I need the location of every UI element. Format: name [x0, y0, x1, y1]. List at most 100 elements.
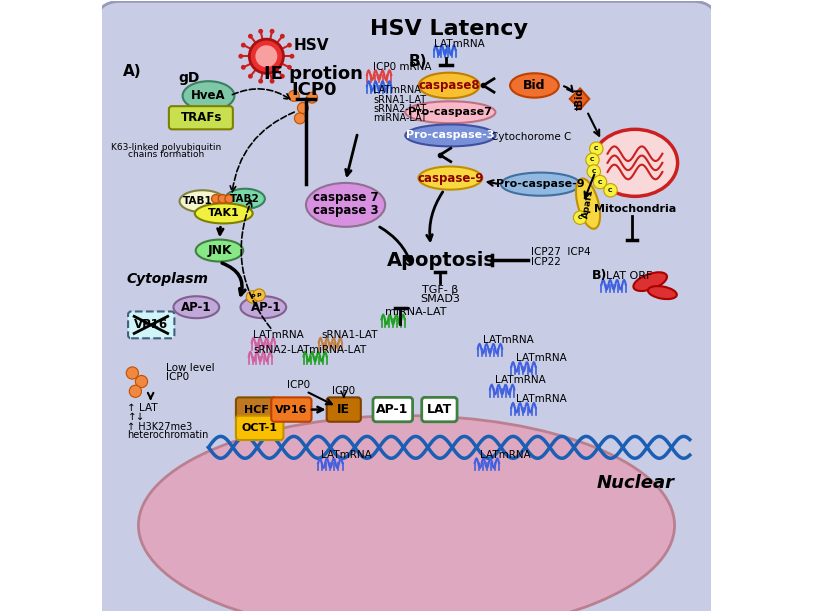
- Text: HSV Latency: HSV Latency: [370, 19, 528, 39]
- Text: LATmRNA: LATmRNA: [480, 450, 530, 460]
- Text: caspase 3: caspase 3: [313, 204, 378, 217]
- Text: VP16: VP16: [134, 318, 168, 331]
- Text: miRNA-LAT: miRNA-LAT: [385, 307, 446, 317]
- Text: Apoptosis: Apoptosis: [388, 251, 496, 270]
- Text: LATmRNA: LATmRNA: [253, 330, 304, 340]
- Text: chains formation: chains formation: [128, 151, 204, 159]
- Text: ↑ LAT: ↑ LAT: [128, 403, 158, 413]
- Text: gD: gD: [178, 70, 199, 84]
- FancyBboxPatch shape: [128, 312, 174, 338]
- Text: caspase 7: caspase 7: [313, 191, 378, 204]
- Polygon shape: [570, 89, 589, 109]
- Ellipse shape: [406, 102, 495, 123]
- Text: C: C: [608, 188, 613, 193]
- Text: Low level: Low level: [166, 363, 215, 373]
- Text: Pro-caspase-9: Pro-caspase-9: [496, 179, 585, 189]
- Text: Cytochorome C: Cytochorome C: [490, 132, 571, 141]
- Text: ICP0 mRNA: ICP0 mRNA: [373, 62, 432, 72]
- Circle shape: [289, 54, 294, 59]
- Text: A): A): [124, 64, 141, 79]
- Circle shape: [587, 165, 601, 178]
- Text: miRNA-LAT: miRNA-LAT: [309, 345, 367, 355]
- Ellipse shape: [241, 296, 286, 318]
- Text: Pro-caspase-3: Pro-caspase-3: [406, 130, 494, 140]
- Text: sRNA1-LAT: sRNA1-LAT: [373, 95, 426, 105]
- Circle shape: [218, 195, 227, 203]
- Ellipse shape: [173, 296, 220, 318]
- Circle shape: [586, 153, 599, 166]
- Text: HCF: HCF: [244, 405, 269, 414]
- Text: caspase8: caspase8: [419, 79, 480, 92]
- Text: IE: IE: [337, 403, 350, 416]
- Text: LATmRNA: LATmRNA: [495, 375, 546, 386]
- Text: AP-1: AP-1: [376, 403, 409, 416]
- Text: ICP0: ICP0: [291, 81, 337, 99]
- Text: K63-linked polyubiquitin: K63-linked polyubiquitin: [111, 143, 221, 152]
- Text: ICP0: ICP0: [333, 386, 355, 397]
- Circle shape: [259, 29, 263, 34]
- Circle shape: [248, 34, 253, 39]
- FancyBboxPatch shape: [169, 106, 233, 129]
- Text: HSV: HSV: [293, 38, 329, 53]
- Text: C: C: [578, 215, 582, 220]
- Text: TAK1: TAK1: [208, 209, 240, 218]
- Ellipse shape: [196, 239, 243, 261]
- Ellipse shape: [576, 179, 600, 229]
- Ellipse shape: [183, 81, 234, 110]
- Circle shape: [289, 91, 299, 102]
- Text: C: C: [598, 179, 602, 185]
- Text: IE protion: IE protion: [264, 65, 363, 83]
- Circle shape: [129, 385, 141, 397]
- Text: B): B): [408, 54, 427, 69]
- Circle shape: [280, 34, 285, 39]
- Text: TAB1: TAB1: [183, 196, 213, 206]
- Text: LAT: LAT: [427, 403, 452, 416]
- Circle shape: [255, 45, 277, 67]
- Text: AP-1: AP-1: [251, 300, 281, 314]
- Text: Cytoplasm: Cytoplasm: [126, 272, 208, 286]
- Circle shape: [593, 176, 606, 188]
- FancyBboxPatch shape: [96, 1, 717, 612]
- FancyBboxPatch shape: [373, 397, 412, 422]
- Circle shape: [126, 367, 138, 379]
- Circle shape: [604, 184, 617, 197]
- Text: ↑↓: ↑↓: [128, 412, 145, 422]
- Ellipse shape: [510, 73, 559, 98]
- Ellipse shape: [306, 183, 385, 227]
- Text: LATmRNA: LATmRNA: [483, 335, 533, 345]
- Text: LATmRNA: LATmRNA: [434, 39, 485, 49]
- Ellipse shape: [419, 73, 480, 99]
- Text: Mitochondria: Mitochondria: [593, 204, 676, 214]
- Circle shape: [225, 195, 233, 203]
- Text: tBid: tBid: [575, 88, 585, 110]
- Text: C: C: [590, 157, 595, 162]
- Text: sRNA2-LAT: sRNA2-LAT: [253, 345, 310, 355]
- Text: LATmRNA: LATmRNA: [516, 353, 567, 363]
- Text: AP-1: AP-1: [181, 300, 211, 314]
- Text: miRNA-LAT: miRNA-LAT: [373, 113, 427, 124]
- Circle shape: [294, 113, 306, 124]
- Ellipse shape: [501, 173, 580, 196]
- Text: JNK: JNK: [207, 244, 232, 257]
- Ellipse shape: [225, 188, 265, 209]
- Ellipse shape: [180, 190, 225, 212]
- Ellipse shape: [406, 124, 495, 146]
- Text: TAB2: TAB2: [230, 194, 260, 204]
- Text: P: P: [250, 294, 254, 299]
- Text: Nuclear: Nuclear: [597, 474, 675, 491]
- FancyBboxPatch shape: [327, 397, 361, 422]
- Circle shape: [136, 375, 148, 387]
- Text: LATmRNA: LATmRNA: [516, 394, 567, 403]
- Text: Bid: Bid: [524, 79, 546, 92]
- Circle shape: [259, 79, 263, 84]
- Circle shape: [211, 195, 220, 203]
- Text: P: P: [257, 293, 262, 297]
- Text: TRAFs: TRAFs: [180, 111, 222, 124]
- Text: Pro-caspase7: Pro-caspase7: [408, 107, 493, 118]
- Text: ICP0: ICP0: [287, 380, 311, 390]
- Circle shape: [589, 142, 603, 155]
- Text: ICP27  ICP4: ICP27 ICP4: [532, 247, 591, 258]
- Circle shape: [287, 43, 292, 48]
- Text: heterochromatin: heterochromatin: [128, 430, 209, 440]
- Circle shape: [307, 92, 318, 103]
